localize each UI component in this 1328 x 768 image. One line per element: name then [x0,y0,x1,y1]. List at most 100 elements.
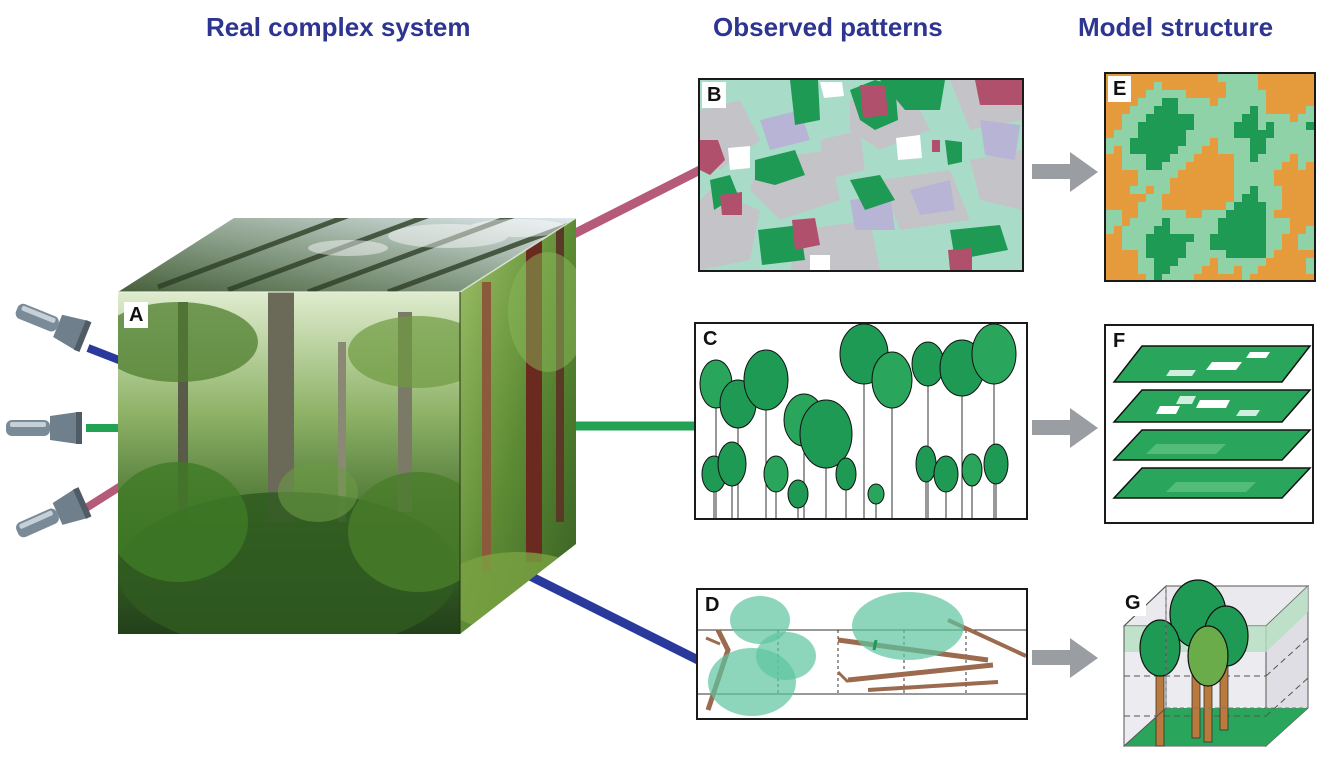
grid-cell [1210,242,1218,250]
grid-cell [1250,210,1258,218]
grid-cell [1122,170,1130,178]
grid-cell [1154,146,1162,154]
grid-cell [1298,170,1306,178]
grid-cell [1130,210,1138,218]
grid-cell [1234,266,1242,274]
grid-cell [1306,90,1314,98]
arrow-right-icon [1032,408,1098,448]
grid-cell [1154,74,1162,82]
grid-cell [1306,274,1314,280]
grid-cell [1122,258,1130,266]
grid-cell [1306,178,1314,186]
grid-cell [1282,258,1290,266]
grid-cell [1178,202,1186,210]
grid-cell [1162,266,1170,274]
grid-cell [1306,122,1314,130]
grid-cell [1290,266,1298,274]
grid-cell [1298,210,1306,218]
grid-cell [1154,162,1162,170]
grid-cell [1250,146,1258,154]
grid-cell [1306,98,1314,106]
grid-cell [1106,242,1114,250]
grid-cell [1154,258,1162,266]
grid-cell [1282,178,1290,186]
grid-cell [1250,130,1258,138]
grid-cell [1130,266,1138,274]
grid-cell [1258,226,1266,234]
grid-cell [1154,226,1162,234]
grid-cell [1114,266,1122,274]
grid-cell [1114,122,1122,130]
grid-cell [1106,250,1114,258]
grid-cell [1106,274,1114,280]
grid-cell [1114,202,1122,210]
grid-cell [1266,130,1274,138]
grid-cell [1162,130,1170,138]
grid-cell [1242,202,1250,210]
grid-cell [1114,170,1122,178]
grid-cell [1282,210,1290,218]
forest-cube [118,217,577,634]
panel-e-grid-model: E [1104,72,1316,282]
grid-cell [1234,226,1242,234]
tree-crown [871,351,913,409]
grid-cell [1210,154,1218,162]
grid-cell [1258,274,1266,280]
grid-cell [1274,258,1282,266]
grid-cell [1242,242,1250,250]
grid-cell [1106,98,1114,106]
grid-cell [1154,130,1162,138]
grid-cell [1170,98,1178,106]
grid-cell [1298,218,1306,226]
grid-cell [1130,98,1138,106]
grid-cell [1146,130,1154,138]
grid-cell [1218,186,1226,194]
grid-cell [1162,74,1170,82]
title-model-structure: Model structure [1078,12,1274,42]
grid-cell [1258,138,1266,146]
grid-cell [1218,178,1226,186]
grid-cell [1186,202,1194,210]
flashlight-beam-pink [83,480,127,512]
grid-cell [1130,74,1138,82]
grid-cell [1210,178,1218,186]
grid-cell [1186,210,1194,218]
grid-cell [1266,274,1274,280]
grid-cell [1266,82,1274,90]
grid-cell [1282,98,1290,106]
grid-cell [1226,242,1234,250]
grid-cell [1298,186,1306,194]
grid-cell [1162,154,1170,162]
grid-cell [1250,242,1258,250]
grid-cell [1106,130,1114,138]
panel-label-b: B [702,82,727,108]
grid-cell [1298,226,1306,234]
grid-cell [1282,90,1290,98]
grid-cell [1130,138,1138,146]
grid-cell [1250,154,1258,162]
grid-cell [1250,122,1258,130]
grid-cell [1226,250,1234,258]
grid-cell [1210,90,1218,98]
grid-cell [1274,266,1282,274]
panel-label-e: E [1108,76,1132,102]
flashlight-icon [6,412,82,444]
grid-cell [1114,274,1122,280]
grid-cell [1210,138,1218,146]
grid-cell [1242,226,1250,234]
tree-crown [835,457,857,491]
grid-cell [1170,146,1178,154]
tree-crown [867,483,885,505]
grid-cell [1274,170,1282,178]
grid-cell [1258,82,1266,90]
grid-cell [1114,146,1122,154]
grid-cell [1194,210,1202,218]
tree-crown [971,324,1017,385]
grid-cell [1226,210,1234,218]
grid-cell [1170,74,1178,82]
grid-cell [1242,122,1250,130]
grid-cell [1170,202,1178,210]
grid-cell [1298,178,1306,186]
grid-cell [1306,250,1314,258]
grid-cell [1218,90,1226,98]
